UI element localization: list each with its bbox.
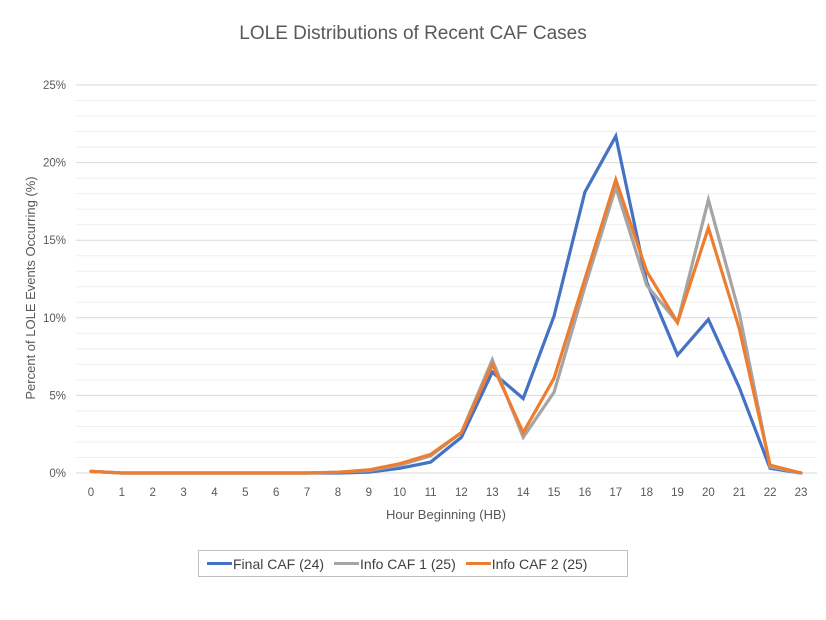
- legend-label: Info CAF 2 (25): [491, 555, 588, 572]
- legend: Final CAF (24) Info CAF 1 (25) Info CAF 2 …: [198, 550, 628, 577]
- x-tick-label: 14: [517, 487, 530, 499]
- x-tick-label: 4: [211, 487, 218, 499]
- x-tick-label: 23: [795, 487, 808, 499]
- series-line-2: [89, 182, 803, 475]
- x-tick-label: 10: [393, 487, 406, 499]
- x-tick-label: 15: [548, 487, 561, 499]
- x-tick-label: 7: [304, 487, 310, 499]
- x-tick-label: 0: [88, 487, 94, 499]
- x-tick-label: 16: [579, 487, 592, 499]
- y-axis-title: Percent of LOLE Events Occurring (%): [23, 176, 38, 399]
- gridlines: [76, 84, 817, 458]
- y-axis-tick-labels: 0% 5% 10% 15% 20% 25%: [43, 80, 66, 480]
- x-tick-label: 1: [119, 487, 125, 499]
- x-axis-title: Hour Beginning (HB): [386, 507, 506, 522]
- legend-item: Info CAF 2 (25): [465, 555, 588, 572]
- series-line-3: [89, 174, 803, 475]
- x-tick-label: 6: [273, 487, 279, 499]
- x-tick-label: 19: [671, 487, 684, 499]
- x-axis-tick-labels: 0 1 2 3 4 5 6 7 8 9 10 11 12 13 14 15 16 17 18 19 20 21 22 23: [88, 487, 808, 499]
- x-tick-label: 22: [764, 487, 777, 499]
- x-tick-label: 8: [335, 487, 341, 499]
- x-tick-label: 2: [150, 487, 156, 499]
- x-tick-label: 13: [486, 487, 499, 499]
- y-tick-label: 0%: [49, 468, 66, 480]
- legend-swatch: [334, 562, 360, 565]
- legend-label: Info CAF 1 (25): [360, 555, 456, 572]
- series-lines: [89, 131, 803, 475]
- x-tick-label: 20: [702, 487, 715, 499]
- x-tick-label: 9: [366, 487, 372, 499]
- y-tick-label: 20%: [43, 158, 66, 170]
- legend-label: Final CAF (24): [233, 555, 325, 572]
- x-tick-label: 12: [455, 487, 468, 499]
- x-tick-label: 5: [242, 487, 248, 499]
- chart-title: LOLE Distributions of Recent CAF Cases: [239, 23, 587, 44]
- y-tick-label: 5%: [49, 390, 66, 402]
- x-tick-label: 21: [733, 487, 746, 499]
- legend-swatch: [465, 562, 491, 565]
- x-tick-label: 3: [180, 487, 186, 499]
- y-tick-label: 10%: [43, 313, 66, 325]
- legend-swatch: [207, 562, 232, 565]
- y-tick-label: 25%: [43, 80, 66, 92]
- legend-item: Final CAF (24): [207, 556, 324, 572]
- legend-item: Info CAF 1 (25): [334, 556, 456, 572]
- series-line-1: [89, 131, 803, 475]
- x-tick-label: 17: [609, 487, 622, 499]
- x-tick-label: 11: [425, 487, 437, 499]
- y-tick-label: 15%: [43, 235, 66, 247]
- x-tick-label: 18: [640, 487, 653, 499]
